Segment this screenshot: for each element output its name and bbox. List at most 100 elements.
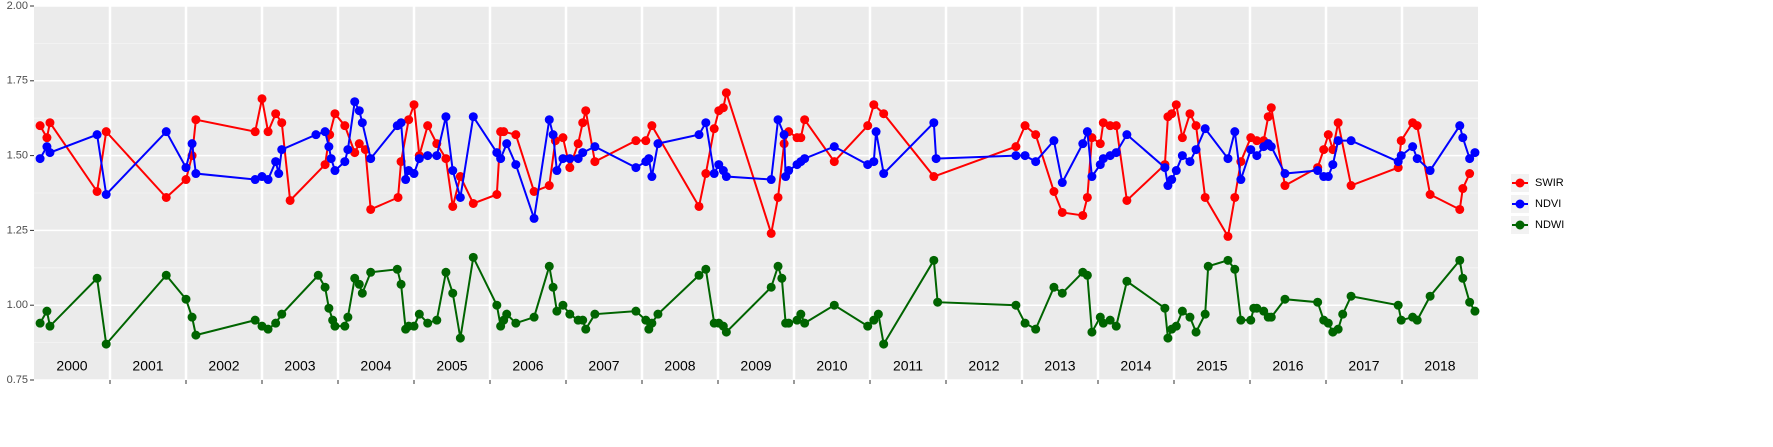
data-point (1122, 276, 1132, 286)
data-point (366, 154, 376, 164)
data-point (448, 288, 458, 298)
data-point (1171, 166, 1181, 176)
data-point (35, 121, 45, 131)
year-label: 2007 (588, 358, 619, 374)
data-point (1098, 154, 1108, 164)
data-point (1200, 309, 1210, 319)
data-point (1191, 121, 1201, 131)
data-point (1011, 300, 1021, 310)
data-point (578, 315, 588, 325)
data-point (1163, 333, 1173, 343)
data-point (1087, 327, 1097, 337)
data-point (432, 315, 442, 325)
data-point (578, 148, 588, 158)
data-point (701, 264, 711, 274)
data-point (320, 282, 330, 292)
data-point (250, 175, 260, 185)
data-point (869, 100, 879, 110)
data-point (929, 118, 939, 128)
data-point (311, 130, 321, 140)
data-point (1425, 189, 1435, 199)
data-point (1171, 321, 1181, 331)
data-point (1465, 297, 1475, 307)
data-point (1200, 124, 1210, 134)
data-point (366, 267, 376, 277)
data-point (1011, 151, 1021, 161)
data-point (1333, 136, 1343, 146)
data-point (1185, 157, 1195, 167)
data-point (879, 339, 889, 349)
data-point (1346, 291, 1356, 301)
data-point (1230, 192, 1240, 202)
data-point (357, 118, 367, 128)
data-point (187, 139, 197, 149)
data-point (1412, 121, 1422, 131)
data-point (1049, 187, 1059, 197)
year-label: 2004 (360, 358, 391, 374)
data-point (396, 118, 406, 128)
data-point (354, 106, 364, 116)
data-point (552, 166, 562, 176)
data-point (409, 169, 419, 179)
data-point (796, 133, 806, 143)
data-point (1458, 133, 1468, 143)
data-point (271, 318, 281, 328)
data-point (92, 273, 102, 283)
data-point (800, 115, 810, 125)
data-point (1252, 151, 1262, 161)
data-point (354, 139, 364, 149)
data-point (573, 139, 583, 149)
data-point (1246, 145, 1256, 155)
data-point (558, 300, 568, 310)
legend-label: SWIR (1535, 177, 1564, 189)
data-point (492, 300, 502, 310)
data-point (1082, 192, 1092, 202)
data-point (829, 142, 839, 152)
data-point (92, 130, 102, 140)
data-point (161, 270, 171, 280)
data-point (187, 312, 197, 322)
data-point (1167, 109, 1177, 119)
data-point (1323, 172, 1333, 182)
data-point (784, 166, 794, 176)
data-point (1266, 103, 1276, 113)
data-point (1191, 145, 1201, 155)
year-label: 2002 (208, 358, 239, 374)
data-point (721, 172, 731, 182)
data-point (529, 312, 539, 322)
data-point (423, 151, 433, 161)
y-tick-label: 0.75 (7, 374, 28, 386)
data-point (590, 142, 600, 152)
data-point (1223, 255, 1233, 265)
data-point (1246, 315, 1256, 325)
data-point (1020, 151, 1030, 161)
data-point (647, 172, 657, 182)
data-point (1185, 109, 1195, 119)
data-point (1333, 118, 1343, 128)
data-point (455, 333, 465, 343)
y-tick-label: 1.00 (7, 299, 28, 311)
data-point (653, 139, 663, 149)
data-point (263, 324, 273, 334)
data-point (631, 306, 641, 316)
year-label: 2016 (1272, 358, 1303, 374)
data-point (181, 163, 191, 173)
data-point (324, 303, 334, 313)
data-point (1408, 142, 1418, 152)
data-point (773, 261, 783, 271)
data-point (565, 163, 575, 173)
year-label: 2014 (1120, 358, 1151, 374)
data-point (701, 118, 711, 128)
legend-dot (1515, 199, 1525, 209)
data-point (181, 175, 191, 185)
data-point (544, 261, 554, 271)
data-point (1396, 151, 1406, 161)
data-point (863, 121, 873, 131)
data-point (191, 330, 201, 340)
data-point (1082, 270, 1092, 280)
data-point (35, 318, 45, 328)
data-point (581, 106, 591, 116)
data-point (101, 127, 111, 137)
data-point (548, 282, 558, 292)
data-point (1346, 136, 1356, 146)
